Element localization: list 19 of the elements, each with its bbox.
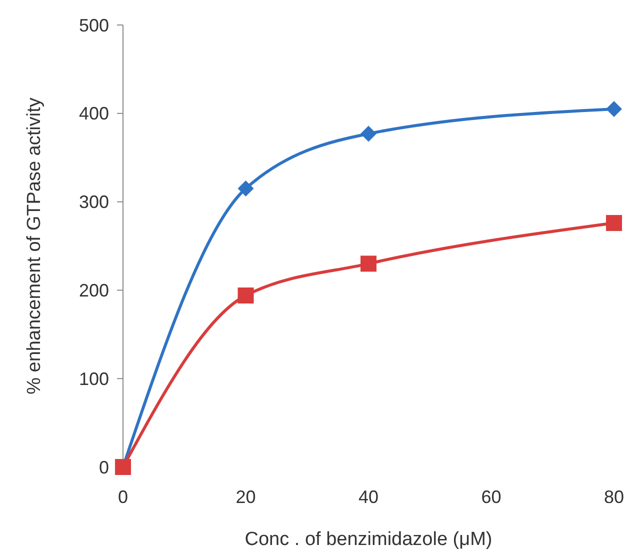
point [606,100,622,117]
x-tick-label: 60 [481,487,502,507]
x-tick-label: 40 [358,487,379,507]
y-tick-label: 300 [78,192,109,212]
point [606,215,622,232]
x-tick-label: 80 [604,487,624,507]
point [238,180,254,197]
y-tick-label: 400 [78,104,109,124]
y-tick-label: 0 [98,457,109,478]
point [360,126,376,142]
x-tick-label: 20 [236,487,256,507]
x-tick-label: 0 [118,487,128,507]
x-axis-title: Conc . of benzimidazole (μM) [244,529,492,550]
point [238,288,254,304]
y-tick-label: 100 [78,368,109,389]
y-tick-label: 200 [78,280,109,300]
y-tick-label: 500 [78,15,109,36]
y-axis-title: % enhancement of GTPase activity [24,97,45,394]
point [360,256,376,272]
